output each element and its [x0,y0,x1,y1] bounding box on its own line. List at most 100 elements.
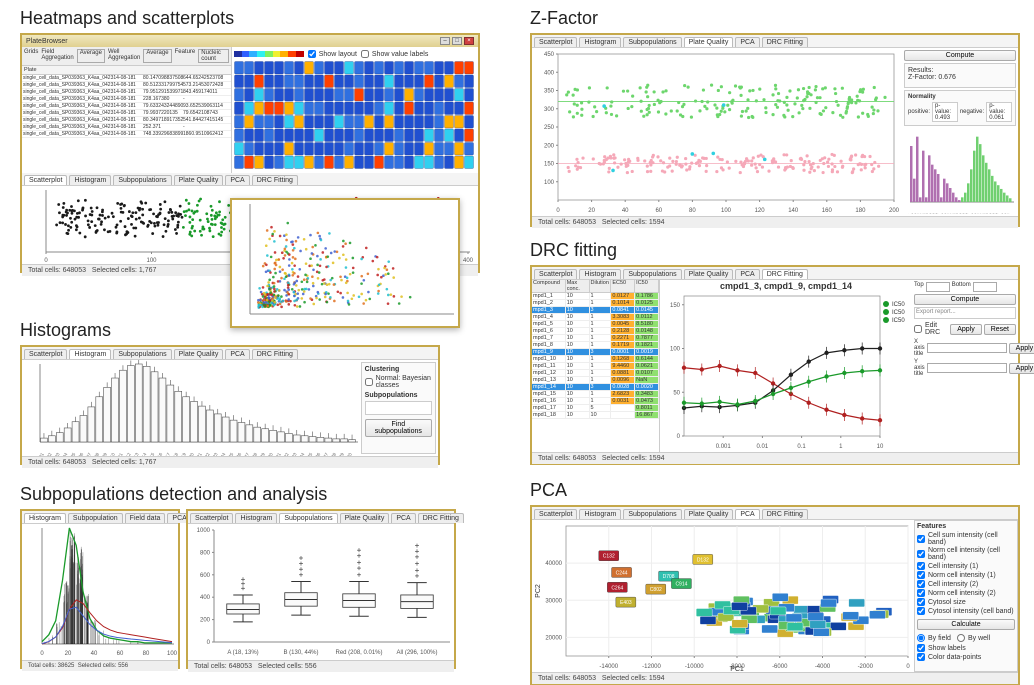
rb-by-field[interactable]: By field [917,634,951,642]
tab-pca[interactable]: PCA [735,509,759,519]
drc-row[interactable]: mpd1_71010.22710.7877 [532,335,659,342]
tab-scatterplot[interactable]: Scatterplot [534,269,577,279]
tab-pca[interactable]: PCA [225,175,249,185]
cb-feature[interactable]: Norm cell intensity (2) [917,589,1015,597]
cb-feature[interactable]: Cytosol size [917,598,1015,606]
tab-subpopulation[interactable]: Subpopulation [68,513,123,523]
drc-apply1[interactable]: Apply [950,324,982,335]
histogram-chart[interactable]: B01B02B03B04B05B06B07B08B09B10B11B12B13B… [22,360,359,456]
tool-grids[interactable]: Grids [24,49,38,63]
drc-apply-y[interactable]: Apply [1009,363,1034,374]
tab-subpopulations[interactable]: Subpopulations [623,509,681,519]
drc-row[interactable]: mpd1_81010.17190.1821 [532,342,659,349]
table-row[interactable]: single_cell_data_SP039363_K4aa_042314-08… [22,82,231,89]
tab-drc-fitting[interactable]: DRC Fitting [762,269,808,279]
cb-clustering-method[interactable]: Normal: Bayesian classes [365,375,432,389]
drc-top-input[interactable] [926,282,950,292]
drc-xtitle-input[interactable] [927,343,1007,353]
tab-drc-fitting[interactable]: DRC Fitting [762,509,808,519]
cb-edit-drc[interactable]: Edit DRC [914,322,948,336]
tab-plate-quality[interactable]: Plate Quality [174,349,224,359]
cb-color-dp[interactable]: Color data-points [917,653,1015,661]
sel-feat[interactable]: Nucleic count [198,49,229,63]
table-row[interactable]: single_cell_data_SP039363_K4aa_042314-08… [22,75,231,82]
tab-subpopulations[interactable]: Subpopulations [113,349,171,359]
tab-plate-quality[interactable]: Plate Quality [174,175,224,185]
tab-subpopulations[interactable]: Subpopulations [279,513,337,523]
tab-plate-quality[interactable]: Plate Quality [684,269,734,279]
drc-row[interactable]: mpd1_51010.00458.5180 [532,321,659,328]
drc-row[interactable]: mpd1_141030.00280.0020 [532,384,659,391]
minimize-icon[interactable]: ‒ [440,37,450,45]
tab-pca[interactable]: PCA [735,269,759,279]
close-icon[interactable]: × [464,37,474,45]
find-subpop-btn[interactable]: Find subpopulations [365,419,432,437]
drc-row[interactable]: mpd1_18101016.867 [532,412,659,419]
tool-fieldagg[interactable]: Field Aggregation [41,49,73,63]
tab-histogram[interactable]: Histogram [69,175,111,185]
cb-feature[interactable]: Norm cell intensity (1) [917,571,1015,579]
cb-feature[interactable]: Cell sum intensity (cell band) [917,532,1015,546]
tab-scatterplot[interactable]: Scatterplot [24,349,67,359]
pca-calc-btn[interactable]: Calculate [917,619,1015,630]
cb-show-layout[interactable]: Show layout [308,50,357,58]
tab-scatterplot[interactable]: Scatterplot [534,37,577,47]
tab-scatterplot[interactable]: Scatterplot [190,513,233,523]
maximize-icon[interactable]: □ [452,37,462,45]
tab-histogram[interactable]: Histogram [69,349,111,359]
tab-histogram[interactable]: Histogram [579,269,621,279]
drc-row[interactable]: mpd1_171050.8011 [532,405,659,412]
cb-feature[interactable]: Cell intensity (1) [917,562,1015,570]
drc-ytitle-input[interactable] [927,363,1007,373]
drc-row[interactable]: mpd1_101010.12680.6144 [532,356,659,363]
tab-pca[interactable]: PCA [225,349,249,359]
table-row[interactable]: single_cell_data_SP039363_K4aa_042314-08… [22,117,231,124]
tool-wellagg[interactable]: Well Aggregation [108,49,140,63]
tab-plate-quality[interactable]: Plate Quality [340,513,390,523]
tab-scatterplot[interactable]: Scatterplot [24,175,67,185]
tab-histogram[interactable]: Histogram [579,509,621,519]
drc-table[interactable]: CompoundMax conc.DilutionEC50IC50 mpd1_1… [532,280,660,452]
tab-pca[interactable]: PCA [735,37,759,47]
tab-drc-fitting[interactable]: DRC Fitting [762,37,808,47]
tab-subpopulations[interactable]: Subpopulations [623,269,681,279]
drc-row[interactable]: mpd1_151012.68230.3483 [532,391,659,398]
table-row[interactable]: single_cell_data_SP039363_K4aa_042314-08… [22,131,231,138]
pca-scatter[interactable]: -14000-12000-10000-8000-6000-4000-200002… [532,520,914,672]
tab-histogram[interactable]: Histogram [235,513,277,523]
drc-row[interactable]: mpd1_91030.00010.0019 [532,349,659,356]
sel-avg2[interactable]: Average [143,49,171,63]
tab-plate-quality[interactable]: Plate Quality [684,509,734,519]
tab-histogram[interactable]: Histogram [579,37,621,47]
table-row[interactable]: single_cell_data_SP039363_K4aa_042314-08… [22,103,231,110]
drc-export[interactable]: Export report... [914,307,1016,319]
drc-row[interactable]: mpd1_21010.10140.0125 [532,300,659,307]
drc-row[interactable]: mpd1_11010.01270.1786 [532,293,659,300]
drc-row[interactable]: mpd1_31030.08410.0145 [532,307,659,314]
tab-drc-fitting[interactable]: DRC Fitting [252,349,298,359]
drc-apply-x[interactable]: Apply [1009,343,1034,354]
tab-drc-fitting[interactable]: DRC Fitting [252,175,298,185]
drc-row[interactable]: mpd1_61010.21280.0148 [532,328,659,335]
drc-compute-btn[interactable]: Compute [914,294,1016,305]
rb-by-well[interactable]: By well [957,634,990,642]
table-body[interactable]: single_cell_data_SP039363_K4aa_042314-08… [22,75,231,138]
scatterplot-overlay[interactable] [232,200,458,326]
drc-row[interactable]: mpd1_131010.0096NaN [532,377,659,384]
table-row[interactable]: single_cell_data_SP039363_K4aa_042314-08… [22,110,231,117]
tab-subpopulations[interactable]: Subpopulations [113,175,171,185]
tab-drc-fitting[interactable]: DRC Fitting [418,513,464,523]
cb-show-values[interactable]: Show value labels [361,50,428,58]
drc-reset[interactable]: Reset [984,324,1016,335]
boxplot-chart[interactable]: 02004006008001000A (18, 13%)B (130, 44%)… [188,524,454,658]
table-row[interactable]: single_cell_data_SP039363_K4aa_042314-08… [22,124,231,131]
tab-subpopulations[interactable]: Subpopulations [623,37,681,47]
cb-feature[interactable]: Norm cell intensity (cell band) [917,547,1015,561]
drc-row[interactable]: mpd1_161010.00310.0473 [532,398,659,405]
table-row[interactable]: single_cell_data_SP039363_K4aa_042314-08… [22,89,231,96]
cb-show-labels[interactable]: Show labels [917,644,1015,652]
tab-pca[interactable]: PCA [391,513,415,523]
subpop-select[interactable] [365,401,432,415]
plate-table[interactable]: Grids Field Aggregation Average Well Agg… [22,47,232,173]
cb-feature[interactable]: Cell intensity (2) [917,580,1015,588]
